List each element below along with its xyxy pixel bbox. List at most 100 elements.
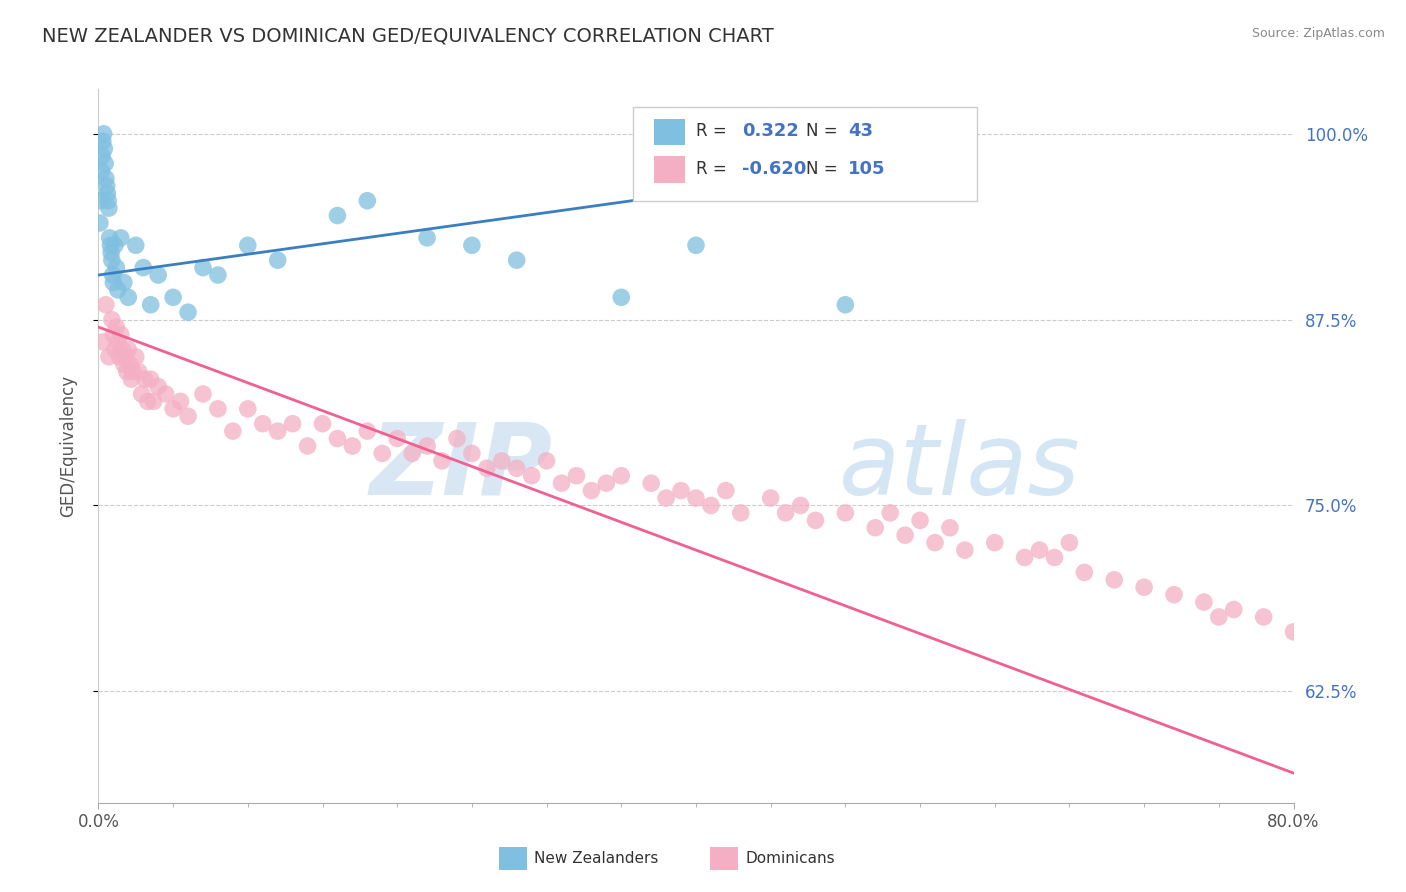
Point (1028, 543, 1050, 558)
Point (191, 387, 214, 401)
Point (115, 365, 138, 379)
Point (155, 387, 177, 401)
Point (506, 461, 529, 475)
Point (475, 461, 498, 475)
Text: 43: 43 (848, 122, 873, 140)
Point (267, 424, 290, 438)
Point (169, 394, 191, 409)
Point (894, 528, 917, 542)
Point (700, 499, 723, 513)
Point (1222, 602, 1246, 616)
Point (326, 209, 349, 223)
Text: NEW ZEALANDER VS DOMINICAN GED/EQUIVALENCY CORRELATION CHART: NEW ZEALANDER VS DOMINICAN GED/EQUIVALEN… (42, 27, 773, 45)
Point (520, 468, 543, 483)
Point (132, 260, 155, 275)
Point (117, 290, 139, 304)
Point (1059, 535, 1081, 549)
Point (924, 535, 946, 549)
Point (120, 372, 142, 386)
Point (610, 290, 633, 304)
Text: R =: R = (696, 122, 733, 140)
Point (446, 432, 468, 446)
Point (110, 231, 132, 245)
Point (104, 343, 127, 357)
Point (714, 483, 737, 498)
Point (834, 298, 856, 312)
Point (461, 238, 484, 252)
Point (326, 432, 349, 446)
Point (685, 491, 707, 505)
Point (91, 149, 114, 163)
Point (207, 401, 229, 416)
Point (953, 543, 976, 558)
Y-axis label: GED/Equivalency: GED/Equivalency (59, 375, 77, 517)
Text: N =: N = (806, 122, 842, 140)
Point (177, 409, 200, 424)
Point (297, 439, 319, 453)
Point (908, 513, 931, 527)
Point (1253, 610, 1275, 624)
Point (416, 439, 439, 453)
Point (148, 268, 170, 282)
Point (267, 253, 290, 268)
Text: N =: N = (806, 161, 842, 178)
Point (139, 372, 162, 386)
Point (506, 253, 529, 268)
Point (939, 521, 962, 535)
Point (430, 454, 453, 468)
Point (236, 401, 259, 416)
Point (112, 276, 135, 290)
Point (595, 476, 617, 491)
Point (96, 178, 118, 193)
Point (236, 238, 259, 252)
Point (1343, 647, 1365, 661)
Point (94, 171, 117, 186)
Point (1312, 640, 1334, 654)
Point (162, 290, 184, 304)
Text: 105: 105 (848, 161, 886, 178)
Point (96, 186, 118, 201)
Point (128, 365, 150, 379)
Point (101, 312, 124, 326)
Point (111, 343, 134, 357)
Point (100, 245, 122, 260)
Point (93, 142, 115, 156)
Point (90, 164, 112, 178)
Point (759, 491, 782, 505)
Text: Source: ZipAtlas.com: Source: ZipAtlas.com (1251, 27, 1385, 40)
Text: R =: R = (696, 161, 733, 178)
Point (581, 483, 603, 498)
Point (491, 454, 513, 468)
Point (107, 334, 129, 349)
Point (97, 194, 120, 208)
Point (311, 417, 333, 431)
Point (863, 521, 887, 535)
Point (104, 238, 127, 252)
Point (148, 379, 170, 393)
Point (401, 446, 423, 460)
Point (101, 253, 124, 268)
Point (134, 372, 156, 386)
Point (136, 394, 159, 409)
Point (125, 238, 148, 252)
Point (789, 499, 811, 513)
Point (103, 327, 125, 342)
Text: -0.620: -0.620 (742, 161, 807, 178)
Point (640, 476, 662, 491)
Point (93, 127, 115, 141)
Text: Dominicans: Dominicans (745, 852, 835, 866)
Text: ZIP: ZIP (370, 419, 553, 516)
Point (191, 260, 214, 275)
Point (177, 305, 200, 319)
Point (1073, 566, 1095, 580)
Point (98, 231, 121, 245)
Point (108, 350, 131, 364)
Point (94, 298, 117, 312)
Point (131, 387, 153, 401)
Point (90, 194, 112, 208)
Point (162, 401, 184, 416)
Point (565, 468, 588, 483)
Point (730, 506, 752, 520)
Point (984, 535, 1007, 549)
Point (1163, 588, 1185, 602)
